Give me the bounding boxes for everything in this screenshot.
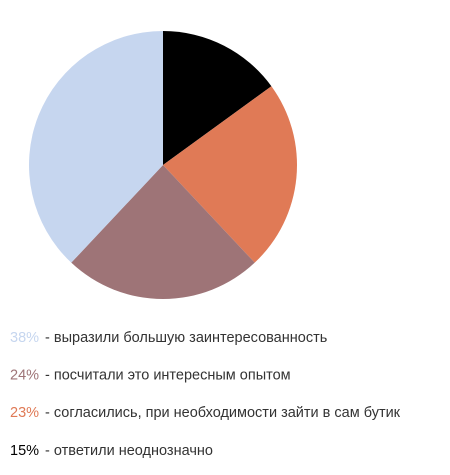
pie-slice — [29, 31, 164, 263]
legend-label: - согласились, при необходимости зайти в… — [45, 405, 401, 421]
legend-label: - выразили большую заинтересованность — [45, 330, 327, 346]
legend-entry: 24% - посчитали это интересным опытом — [10, 367, 291, 383]
legend-percent: 15% — [10, 443, 39, 459]
pie-slice — [71, 165, 255, 300]
legend-entry: 38% - выразили большую заинтересованность — [10, 330, 327, 346]
legend-percent: 24% — [10, 367, 39, 383]
legend-entry: 15% - ответили неоднозначно — [10, 443, 213, 459]
legend-label: - посчитали это интересным опытом — [45, 367, 291, 383]
pie-slice — [163, 86, 297, 263]
legend-percent: 23% — [10, 405, 39, 421]
pie-slice — [163, 31, 272, 165]
legend-entry: 23% - согласились, при необходимости зайт… — [10, 405, 401, 421]
legend-label: - ответили неоднозначно — [45, 443, 213, 459]
legend-percent: 38% — [10, 330, 39, 346]
